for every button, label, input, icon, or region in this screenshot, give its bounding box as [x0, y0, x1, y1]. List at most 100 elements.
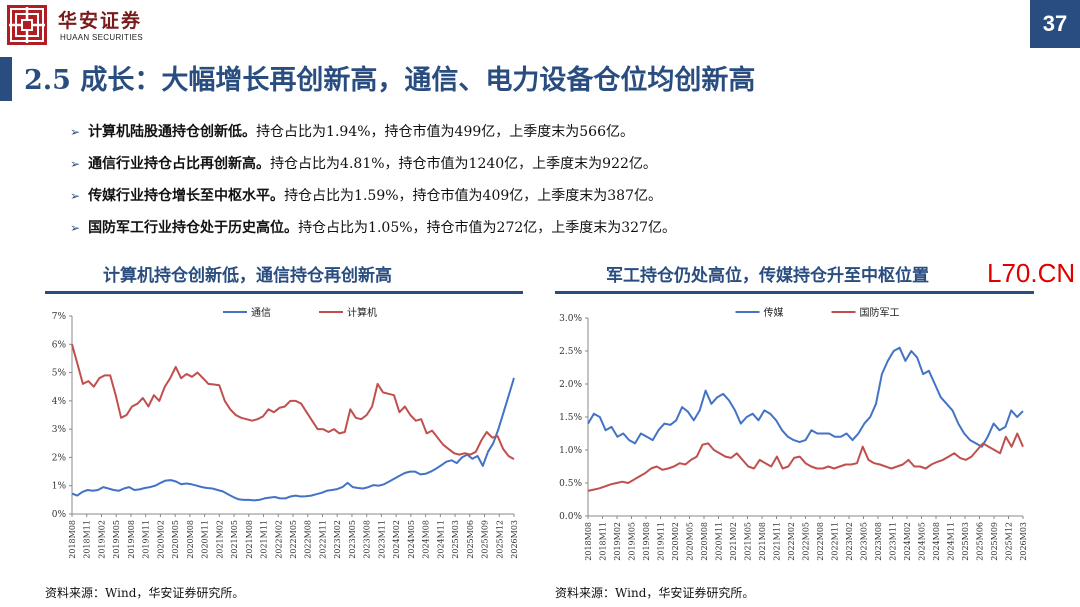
left-chart-y-tick-label: 1%: [52, 482, 67, 492]
left-chart-series-line-0: [71, 377, 515, 502]
brand-name-cn: 华安证券: [58, 10, 143, 32]
left-chart-x-tick-label: 2025M06: [466, 520, 475, 559]
left-chart-series-line-1: [71, 344, 515, 460]
right-chart-x-tick-label: 2020M05: [686, 522, 695, 561]
right-chart-y-tick-label: 0.0%: [559, 512, 582, 522]
left-chart-y-tick-label: 2%: [52, 453, 67, 463]
right-chart-x-tick-label: 2026M03: [1019, 522, 1028, 561]
left-chart-x-tick-label: 2021M05: [230, 520, 239, 559]
right-chart-x-tick-label: 2022M11: [831, 522, 840, 561]
bullet-item: ➢ 计算机陆股通持仓创新低。持仓占比为1.94%，持仓市值为499亿，上季度末为5…: [70, 116, 676, 148]
brand-name-en: HUAAN SECURITIES: [60, 33, 144, 42]
chart-rule-right: [555, 291, 1034, 294]
source-note-right: 资料来源：Wind，华安证券研究所。: [555, 586, 755, 600]
right-chart-x-tick-label: 2021M11: [773, 522, 782, 561]
left-chart-x-tick-label: 2025M12: [495, 520, 504, 559]
left-chart-y-tick-label: 4%: [52, 397, 67, 407]
chart-title-left: 计算机持仓创新低，通信持仓再创新高: [103, 266, 392, 286]
left-chart-x-tick-label: 2024M11: [436, 520, 445, 559]
chart-title-right: 军工持仓仍处高位，传媒持仓升至中枢位置: [606, 266, 929, 286]
left-chart-y-tick-label: 7%: [52, 312, 67, 322]
right-chart-y-tick-label: 3.0%: [559, 314, 582, 324]
right-chart-y-tick-label: 0.5%: [559, 479, 582, 489]
bullet-item: ➢ 传媒行业持仓增长至中枢水平。持仓占比为1.59%，持仓市值为409亿，上季度末…: [70, 180, 676, 212]
page-number: 37: [1030, 0, 1080, 48]
right-chart-x-tick-label: 2025M09: [990, 522, 999, 561]
right-chart-x-tick-label: 2019M08: [642, 522, 651, 561]
left-chart-y-tick-label: 0%: [52, 510, 67, 520]
left-chart-legend-label-0: 通信: [251, 307, 271, 319]
bullet-list: ➢ 计算机陆股通持仓创新低。持仓占比为1.94%，持仓市值为499亿，上季度末为5…: [70, 116, 676, 244]
right-chart-x-tick-label: 2023M11: [889, 522, 898, 561]
arrow-bullet-icon: ➢: [70, 221, 81, 235]
right-chart-x-tick-label: 2025M06: [976, 522, 985, 561]
left-chart-x-tick-label: 2023M11: [377, 520, 386, 559]
right-chart-x-tick-label: 2022M02: [787, 522, 796, 561]
left-chart-x-tick-label: 2023M02: [333, 520, 342, 559]
left-chart-legend-label-1: 计算机: [347, 306, 377, 319]
right-chart-x-tick-label: 2020M02: [671, 522, 680, 561]
right-chart-series-line-0: [587, 346, 1024, 448]
right-chart-x-tick-label: 2024M02: [903, 522, 912, 561]
left-chart-x-tick-label: 2024M08: [422, 520, 431, 559]
right-chart-x-tick-label: 2019M11: [657, 522, 666, 561]
bullet-item: ➢ 通信行业持仓占比再创新高。持仓占比为4.81%，持仓市值为1240亿，上季度末…: [70, 148, 676, 180]
arrow-bullet-icon: ➢: [70, 157, 81, 171]
left-chart-x-tick-label: 2021M02: [215, 520, 224, 559]
bullet-bold: 国防军工行业持仓处于历史高位。: [88, 220, 299, 236]
huaan-logo-icon: [7, 5, 47, 45]
right-chart-x-tick-label: 2025M03: [961, 522, 970, 561]
left-chart-x-tick-label: 2018M11: [83, 520, 92, 559]
bullet-bold: 计算机陆股通持仓创新低。: [88, 124, 257, 140]
left-chart-x-tick-label: 2020M11: [201, 520, 210, 559]
left-chart-x-tick-label: 2022M05: [289, 520, 298, 559]
left-chart-x-tick-label: 2021M11: [260, 520, 269, 559]
right-chart-y-tick-label: 2.5%: [559, 347, 582, 357]
left-chart-x-tick-label: 2019M05: [112, 520, 121, 559]
right-chart-x-tick-label: 2022M08: [816, 522, 825, 561]
right-chart-y-tick-label: 2.0%: [559, 380, 582, 390]
right-chart-y-tick-label: 1.5%: [559, 413, 582, 423]
left-chart-x-tick-label: 2020M02: [156, 520, 165, 559]
left-chart-x-tick-label: 2022M11: [318, 520, 327, 559]
right-chart-x-tick-label: 2018M08: [584, 522, 593, 561]
title-accent-bar: [0, 57, 12, 101]
right-chart-x-tick-label: 2024M11: [947, 522, 956, 561]
bullet-item: ➢ 国防军工行业持仓处于历史高位。持仓占比为1.05%，持仓市值为272亿，上季度…: [70, 212, 676, 244]
left-chart-x-tick-label: 2025M09: [481, 520, 490, 559]
left-chart-x-tick-label: 2019M11: [142, 520, 151, 559]
right-chart-x-tick-label: 2020M08: [700, 522, 709, 561]
right-chart-x-tick-label: 2019M02: [613, 522, 622, 561]
left-chart-x-tick-label: 2023M05: [348, 520, 357, 559]
left-chart-x-tick-label: 2024M02: [392, 520, 401, 559]
source-note-left: 资料来源：Wind，华安证券研究所。: [45, 586, 245, 600]
right-chart-x-tick-label: 2022M05: [802, 522, 811, 561]
left-chart-x-tick-label: 2021M08: [245, 520, 254, 559]
arrow-bullet-icon: ➢: [70, 125, 81, 139]
right-chart-legend-label-1: 国防军工: [860, 306, 900, 319]
right-chart-x-tick-label: 2024M08: [932, 522, 941, 561]
right-chart-x-tick-label: 2021M08: [758, 522, 767, 561]
right-chart-x-tick-label: 2018M11: [599, 522, 608, 561]
bullet-text: 持仓占比为1.59%，持仓市值为409亿，上季度末为387亿。: [284, 188, 662, 204]
left-chart-x-tick-label: 2020M05: [171, 520, 180, 559]
right-chart-x-tick-label: 2025M12: [1005, 522, 1014, 561]
right-chart-x-tick-label: 2021M05: [744, 522, 753, 561]
left-chart-x-tick-label: 2019M08: [127, 520, 136, 559]
left-chart-x-tick-label: 2018M08: [68, 520, 77, 559]
right-chart-series-line-1: [587, 432, 1024, 492]
right-chart-y-tick-label: 1.0%: [559, 446, 582, 456]
left-chart-x-tick-label: 2020M08: [186, 520, 195, 559]
left-chart-x-tick-label: 2026M03: [510, 520, 519, 559]
right-chart-legend-label-0: 传媒: [764, 307, 784, 319]
left-chart-y-tick-label: 6%: [52, 340, 67, 350]
bullet-bold: 通信行业持仓占比再创新高。: [88, 156, 271, 172]
left-chart-x-tick-label: 2022M08: [304, 520, 313, 559]
left-chart-x-tick-label: 2024M05: [407, 520, 416, 559]
arrow-bullet-icon: ➢: [70, 189, 81, 203]
bullet-text: 持仓占比为1.05%，持仓市值为272亿，上季度末为327亿。: [298, 220, 676, 236]
chart-rule-left: [45, 291, 523, 294]
left-chart-y-tick-label: 3%: [52, 425, 67, 435]
left-chart-x-tick-label: 2023M08: [363, 520, 372, 559]
page-title: 2.5 成长：大幅增长再创新高，通信、电力设备仓位均创新高: [24, 65, 756, 96]
